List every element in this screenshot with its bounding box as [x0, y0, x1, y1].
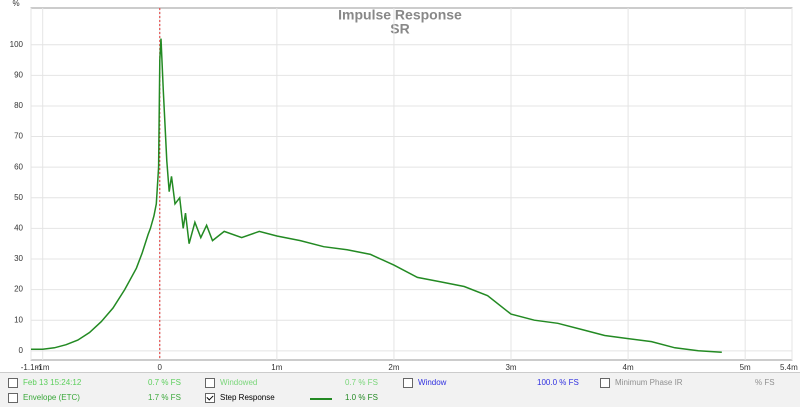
checkbox[interactable] [8, 392, 18, 403]
chart-bg [0, 0, 800, 372]
x-tick-label: 2m [388, 363, 399, 372]
legend-label: Step Response [220, 393, 275, 402]
y-tick-label: 60 [14, 162, 23, 171]
legend-item[interactable]: Envelope (ETC) [8, 391, 80, 405]
y-tick-label: 90 [14, 70, 23, 79]
legend-label: Windowed [220, 378, 258, 387]
checkbox[interactable] [205, 377, 215, 388]
x-tick-label: -1.1m [21, 363, 42, 372]
y-tick-label: 10 [14, 315, 23, 324]
checkbox[interactable] [8, 377, 18, 388]
legend-value: % FS [755, 378, 775, 387]
legend-label: Feb 13 15:24:12 [23, 378, 82, 387]
x-tick-label: 4m [623, 363, 634, 372]
y-tick-label: 0 [19, 346, 24, 355]
chart-title: Impulse Response [338, 7, 462, 23]
x-tick-label: 5m [740, 363, 751, 372]
legend-label: Envelope (ETC) [23, 393, 80, 402]
legend-item[interactable]: Minimum Phase IR [600, 376, 683, 390]
legend-swatch [310, 398, 332, 400]
checkbox[interactable] [205, 392, 215, 403]
x-tick-label: -1m [36, 363, 50, 372]
data-line [31, 38, 722, 354]
legend-value: 0.7 % FS [345, 378, 378, 387]
legend-panel: Feb 13 15:24:12 0.7 % FS Windowed 0.7 % FS W… [0, 372, 800, 407]
x-tick-label: 5.4m s [780, 363, 800, 372]
legend-label: Minimum Phase IR [615, 378, 683, 387]
legend-item[interactable]: Step Response [205, 391, 275, 405]
legend-item[interactable]: Windowed [205, 376, 257, 390]
legend-value: 0.7 % FS [148, 378, 181, 387]
legend-value: 1.7 % FS [148, 393, 181, 402]
legend-value: 100.0 % FS [537, 378, 579, 387]
chart: Impulse Response SR % 0 10 20 30 40 50 60 70 80 9… [0, 0, 800, 373]
legend-item[interactable]: Feb 13 15:24:12 [8, 376, 81, 390]
x-tick-label: 1m [271, 363, 282, 372]
y-tick-label: 80 [14, 101, 23, 110]
x-tick-label: 0 [158, 363, 163, 372]
chart-subtitle: SR [390, 21, 409, 37]
checkbox[interactable] [403, 377, 413, 388]
legend-label: Window [418, 378, 447, 387]
y-tick-label: 30 [14, 254, 23, 263]
y-tick-label: 100 [10, 40, 24, 49]
y-tick-label: 50 [14, 193, 23, 202]
x-tick-label: 3m [505, 363, 516, 372]
y-tick-label: 70 [14, 132, 23, 141]
legend-value: 1.0 % FS [345, 393, 378, 402]
checkbox[interactable] [600, 377, 610, 388]
y-axis-label: % [12, 0, 19, 8]
legend-item[interactable]: Window [403, 376, 446, 390]
y-tick-label: 40 [14, 223, 23, 232]
y-tick-label: 20 [14, 285, 23, 294]
